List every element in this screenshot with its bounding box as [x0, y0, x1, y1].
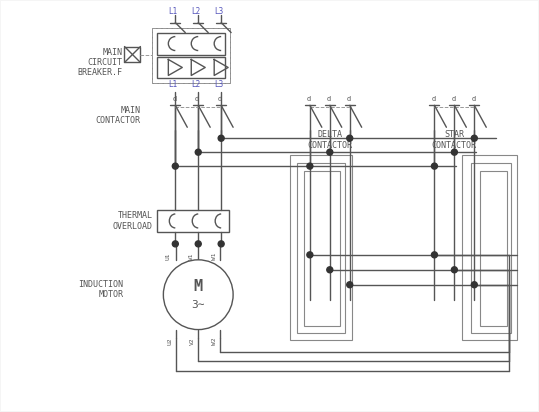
Text: d: d [218, 96, 222, 102]
Bar [304, 171, 340, 325]
Text: L1: L1 [169, 7, 178, 16]
Bar [480, 171, 507, 325]
Bar [153, 28, 230, 83]
Circle shape [195, 241, 201, 247]
Text: L2: L2 [192, 80, 201, 89]
Text: d: d [172, 96, 176, 102]
Circle shape [347, 282, 353, 288]
Text: MAIN
CIRCUIT
BREAKER.F: MAIN CIRCUIT BREAKER.F [78, 47, 122, 77]
Circle shape [471, 282, 478, 288]
Text: W1: W1 [212, 252, 217, 260]
Text: d: d [307, 96, 311, 102]
Circle shape [327, 267, 333, 273]
Text: d: d [471, 96, 475, 102]
Text: d: d [195, 96, 199, 102]
Text: L3: L3 [215, 80, 224, 89]
Text: d: d [431, 96, 436, 102]
Text: U2: U2 [168, 338, 173, 345]
Text: W2: W2 [212, 338, 217, 345]
Text: STAR
CONTACTOR: STAR CONTACTOR [432, 130, 477, 150]
Bar [157, 33, 225, 54]
Circle shape [307, 163, 313, 169]
Circle shape [451, 267, 458, 273]
Bar [125, 47, 141, 63]
Text: V2: V2 [190, 338, 195, 345]
Circle shape [218, 241, 224, 247]
Text: V1: V1 [189, 252, 194, 260]
Circle shape [327, 149, 333, 155]
Text: INDUCTION
MOTOR: INDUCTION MOTOR [79, 280, 123, 300]
Text: L1: L1 [169, 80, 178, 89]
Text: L2: L2 [192, 7, 201, 16]
Circle shape [172, 241, 178, 247]
Circle shape [347, 135, 353, 141]
Bar [297, 163, 345, 332]
Text: U1: U1 [166, 252, 171, 260]
Bar [462, 155, 517, 339]
Circle shape [431, 252, 438, 258]
Bar [157, 56, 225, 78]
Text: THERMAL
OVERLOAD: THERMAL OVERLOAD [113, 211, 153, 231]
Circle shape [218, 135, 224, 141]
Bar [471, 163, 511, 332]
Circle shape [163, 260, 233, 330]
Text: d: d [347, 96, 351, 102]
Circle shape [172, 163, 178, 169]
Text: L3: L3 [215, 7, 224, 16]
Text: M: M [194, 279, 203, 294]
Bar [290, 155, 352, 339]
Text: d: d [327, 96, 331, 102]
Circle shape [307, 252, 313, 258]
Text: d: d [451, 96, 455, 102]
Bar [153, 28, 230, 83]
Text: DELTA
CONTACTOR: DELTA CONTACTOR [307, 130, 353, 150]
Bar [157, 210, 229, 232]
Text: MAIN
CONTACTOR: MAIN CONTACTOR [95, 105, 141, 125]
Circle shape [195, 149, 201, 155]
Circle shape [431, 163, 438, 169]
Text: 3∼: 3∼ [191, 300, 205, 310]
Bar [153, 28, 230, 83]
Circle shape [451, 149, 458, 155]
Circle shape [471, 135, 478, 141]
